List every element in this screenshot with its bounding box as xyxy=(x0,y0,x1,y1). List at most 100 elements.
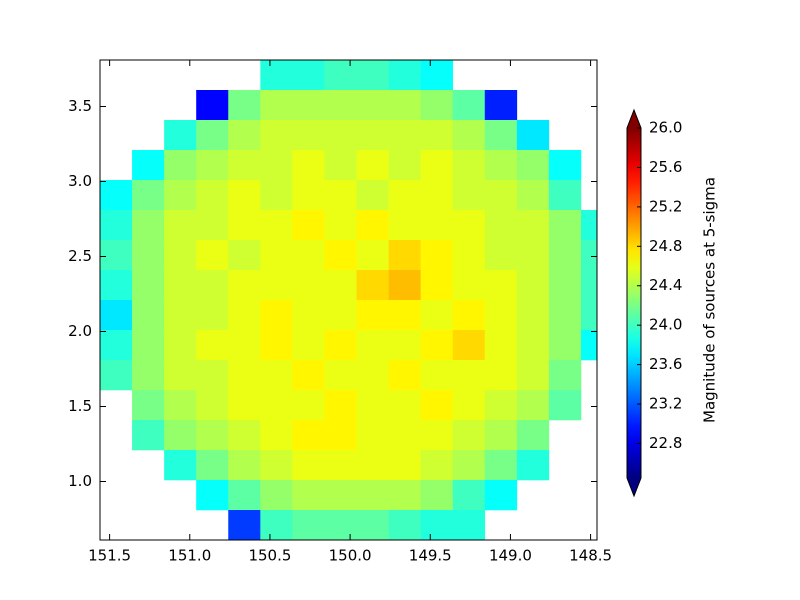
heatmap-cell xyxy=(260,390,293,421)
heatmap-cell xyxy=(292,180,325,211)
colorbar-tick-label: 23.2 xyxy=(649,395,682,413)
heatmap-cell xyxy=(100,210,133,241)
heatmap xyxy=(100,60,597,540)
heatmap-cell xyxy=(484,240,518,271)
heatmap-cell xyxy=(164,210,197,241)
heatmap-cell xyxy=(420,120,454,151)
heatmap-cell xyxy=(548,240,582,271)
heatmap-cell xyxy=(292,360,325,391)
heatmap-cell xyxy=(516,120,550,151)
heatmap-cell xyxy=(292,270,325,301)
heatmap-cell xyxy=(580,330,597,361)
heatmap-cell xyxy=(420,330,454,361)
heatmap-cell xyxy=(516,300,550,331)
heatmap-cell xyxy=(420,480,454,511)
heatmap-cell xyxy=(388,510,421,540)
heatmap-cell xyxy=(324,120,357,151)
heatmap-cell xyxy=(196,360,229,391)
heatmap-cell xyxy=(484,150,518,181)
x-tick-label: 151.5 xyxy=(88,547,131,565)
heatmap-cell xyxy=(484,270,518,301)
heatmap-cell xyxy=(516,180,550,211)
heatmap-cell xyxy=(132,210,165,241)
heatmap-cell xyxy=(324,60,357,91)
heatmap-cell xyxy=(484,390,518,421)
heatmap-cell xyxy=(516,420,550,451)
heatmap-cell xyxy=(356,150,389,181)
heatmap-cell xyxy=(100,330,133,361)
heatmap-cell xyxy=(356,390,389,421)
heatmap-cell xyxy=(228,510,261,540)
heatmap-cell xyxy=(228,240,261,271)
heatmap-cell xyxy=(260,300,293,331)
y-tick-label: 2.0 xyxy=(68,322,92,340)
heatmap-cell xyxy=(292,420,325,451)
heatmap-cell xyxy=(516,270,550,301)
heatmap-cell xyxy=(356,360,389,391)
heatmap-cell xyxy=(548,360,582,391)
colorbar-tick-label: 24.8 xyxy=(649,237,682,255)
heatmap-cell xyxy=(228,270,261,301)
heatmap-cell xyxy=(388,300,421,331)
heatmap-cell xyxy=(388,240,421,271)
heatmap-cell xyxy=(164,240,197,271)
heatmap-cell xyxy=(388,390,421,421)
colorbar-outline xyxy=(626,108,642,498)
heatmap-cell xyxy=(484,180,518,211)
heatmap-cell xyxy=(452,240,486,271)
heatmap-cell xyxy=(420,150,454,181)
heatmap-cell xyxy=(260,60,293,91)
heatmap-cell xyxy=(324,480,357,511)
heatmap-cell xyxy=(420,240,454,271)
heatmap-cell xyxy=(196,210,229,241)
heatmap-cell xyxy=(132,270,165,301)
heatmap-cell xyxy=(452,150,486,181)
y-tick-label: 3.0 xyxy=(68,172,92,190)
heatmap-cell xyxy=(292,330,325,361)
heatmap-cell xyxy=(292,510,325,540)
heatmap-cell xyxy=(228,450,261,481)
heatmap-cell xyxy=(196,420,229,451)
heatmap-cell xyxy=(292,150,325,181)
heatmap-cell xyxy=(420,270,454,301)
heatmap-cell xyxy=(388,480,421,511)
heatmap-cell xyxy=(484,90,518,121)
heatmap-cell xyxy=(388,210,421,241)
heatmap-cell xyxy=(452,210,486,241)
heatmap-cell xyxy=(420,450,454,481)
heatmap-cell xyxy=(580,300,597,331)
heatmap-cell xyxy=(132,300,165,331)
heatmap-cell xyxy=(484,300,518,331)
colorbar-tick-label: 23.6 xyxy=(649,355,682,373)
heatmap-cell xyxy=(260,360,293,391)
heatmap-cell xyxy=(356,450,389,481)
heatmap-cell xyxy=(196,480,229,511)
heatmap-cell xyxy=(452,360,486,391)
heatmap-cell xyxy=(228,360,261,391)
heatmap-cell xyxy=(164,330,197,361)
heatmap-cell xyxy=(548,150,582,181)
x-tick-label: 148.5 xyxy=(569,547,612,565)
heatmap-cell xyxy=(580,210,597,241)
heatmap-cell xyxy=(420,210,454,241)
colorbar-tick-label: 25.6 xyxy=(649,158,682,176)
heatmap-cell xyxy=(228,180,261,211)
heatmap-cell xyxy=(260,210,293,241)
heatmap-cell xyxy=(516,210,550,241)
heatmap-cell xyxy=(100,180,133,211)
heatmap-cell xyxy=(516,360,550,391)
heatmap-cell xyxy=(516,240,550,271)
heatmap-cell xyxy=(260,420,293,451)
heatmap-cell xyxy=(548,210,582,241)
heatmap-cell xyxy=(484,420,518,451)
heatmap-cell xyxy=(324,330,357,361)
heatmap-cell xyxy=(452,450,486,481)
heatmap-cell xyxy=(260,480,293,511)
y-tick-label: 1.5 xyxy=(68,397,92,415)
heatmap-cell xyxy=(580,240,597,271)
heatmap-cell xyxy=(484,120,518,151)
heatmap-cell xyxy=(420,60,454,91)
heatmap-cell xyxy=(356,240,389,271)
heatmap-cell xyxy=(292,90,325,121)
heatmap-cell xyxy=(452,90,486,121)
